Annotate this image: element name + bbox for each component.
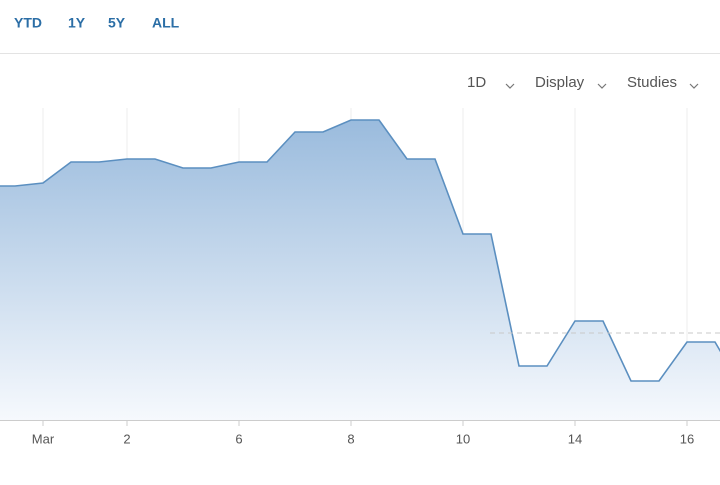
chevron xyxy=(505,83,515,89)
range-button[interactable]: 5Y xyxy=(108,15,126,31)
range-button[interactable]: ALL xyxy=(152,15,180,31)
chevron xyxy=(689,83,699,89)
x-tick-label: 14 xyxy=(568,431,582,446)
range-button[interactable]: YTD xyxy=(14,15,42,31)
area-fill xyxy=(0,120,720,420)
control-button[interactable]: Display xyxy=(535,74,585,91)
x-tick-label: 6 xyxy=(235,431,242,446)
x-tick-label: 10 xyxy=(456,431,470,446)
control-button[interactable]: Studies xyxy=(627,74,677,91)
range-button[interactable]: 1Y xyxy=(68,15,86,31)
price-line xyxy=(0,119,720,382)
x-tick-label: 2 xyxy=(123,431,130,446)
x-tick-label: 8 xyxy=(347,431,354,446)
chevron xyxy=(597,83,607,89)
x-tick-label: Mar xyxy=(32,431,55,446)
control-button[interactable]: 1D xyxy=(467,74,486,91)
x-tick-label: 16 xyxy=(680,431,694,446)
